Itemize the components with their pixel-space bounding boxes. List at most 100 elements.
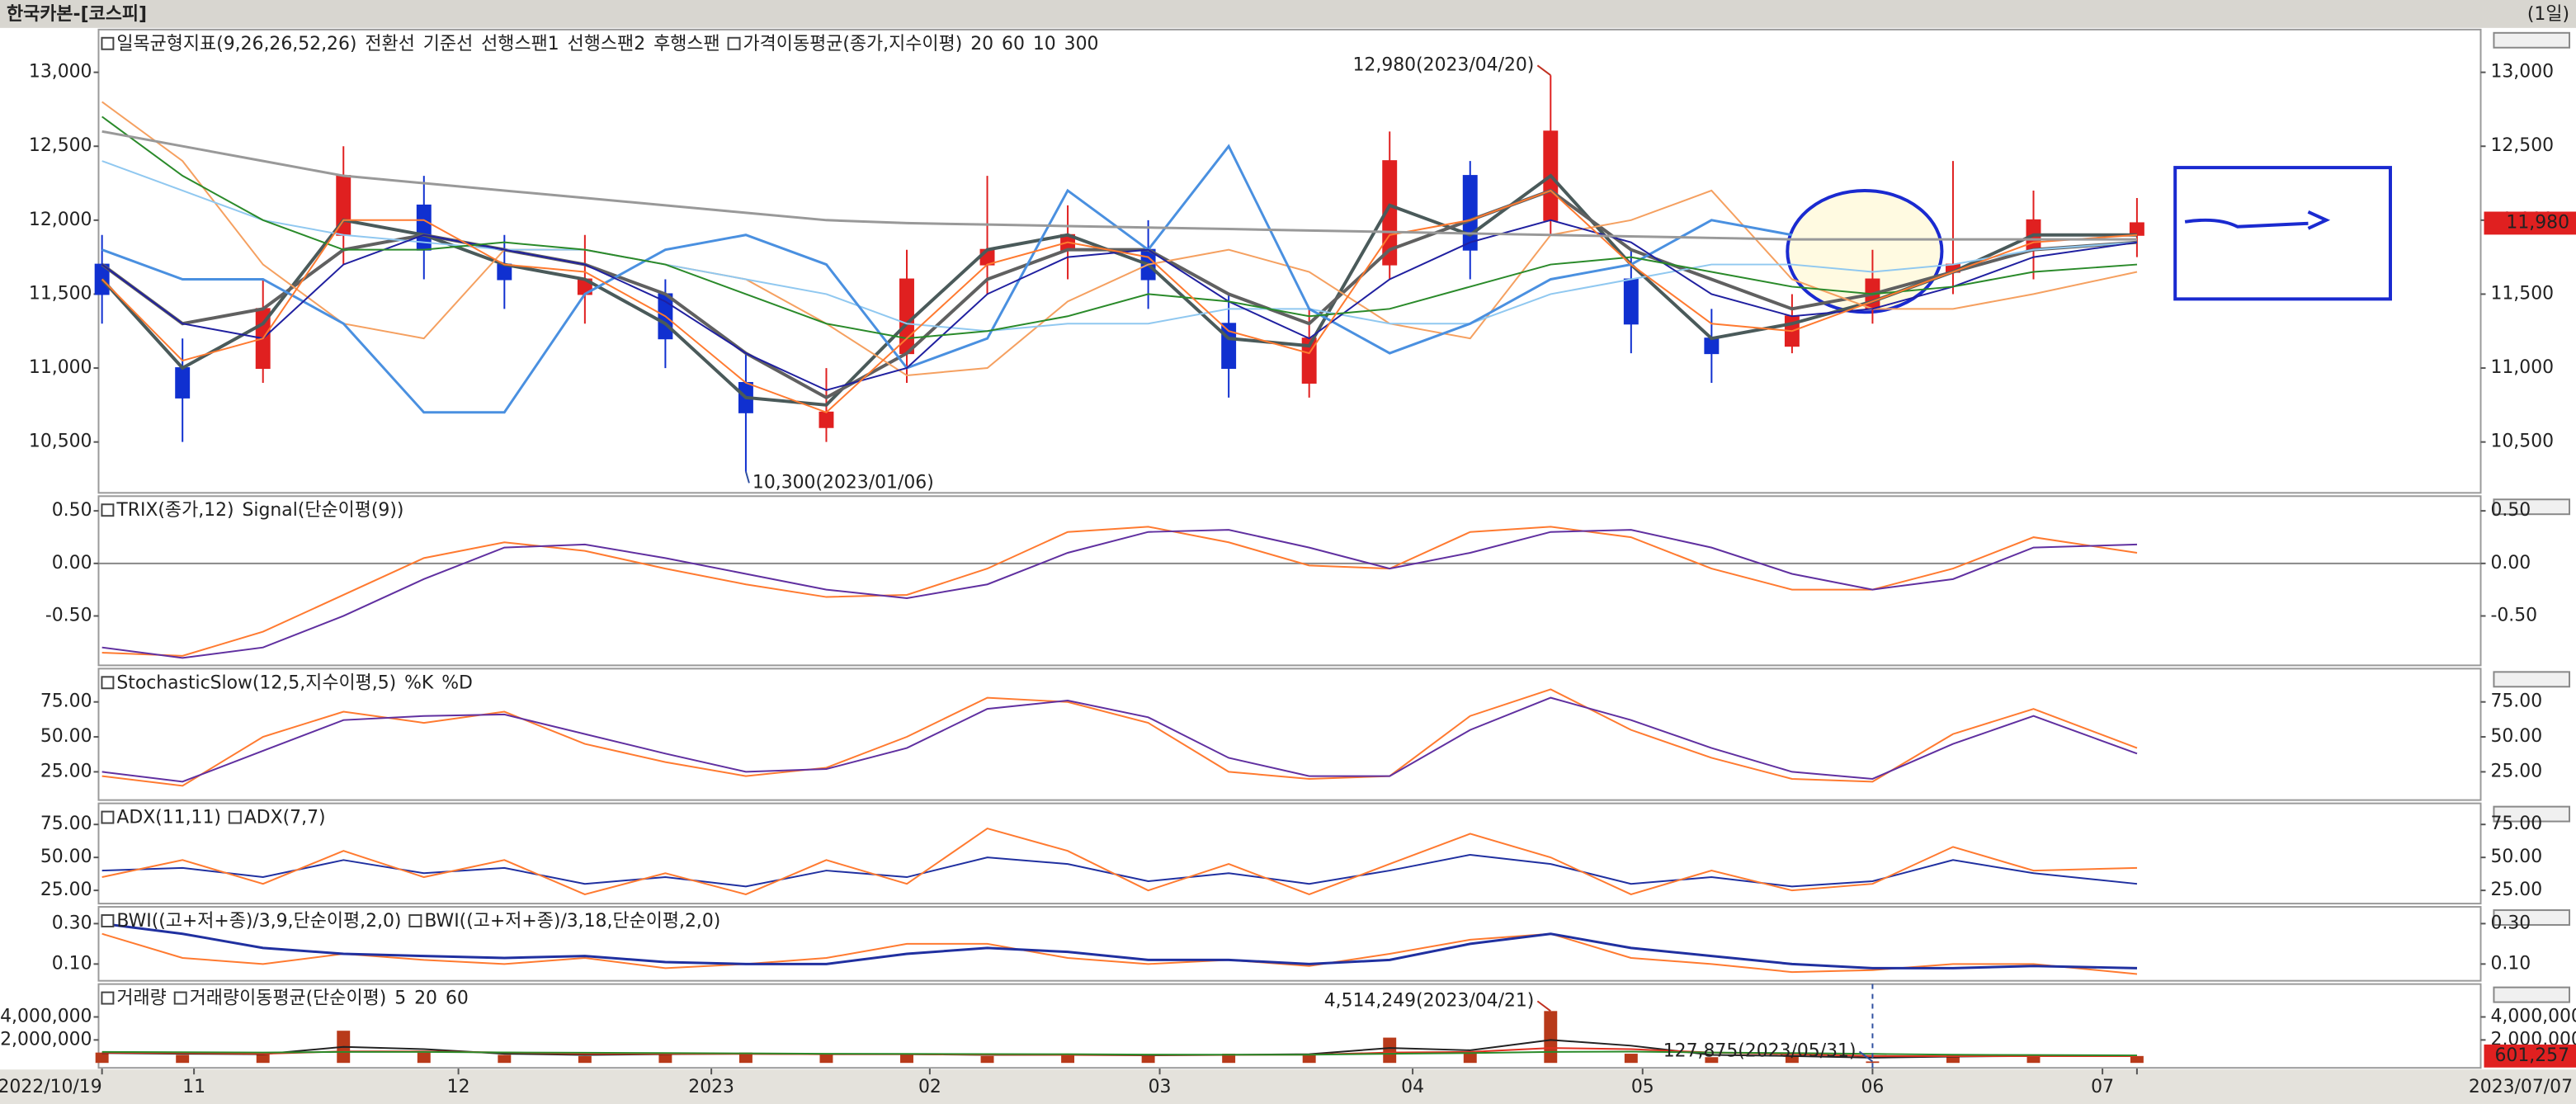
volume-bar — [1463, 1052, 1477, 1064]
legend-label: 선행스팬2 — [568, 34, 646, 54]
legend-label: BWI((고+저+종)/3,18,단순이평,2,0) — [424, 911, 720, 932]
legend-label: 가격이동평균(종가,지수이평) — [743, 34, 963, 54]
legend-label: 60 — [1002, 34, 1025, 54]
volume-bar — [658, 1054, 672, 1064]
annotation: 4,514,249(2023/04/21) — [1324, 990, 1535, 1011]
legend-label: 20 — [970, 34, 993, 54]
annotation-leader — [1858, 1050, 1874, 1063]
x-tick-label: 02 — [918, 1077, 941, 1097]
volume-bar — [1141, 1055, 1155, 1064]
legend-label: Signal(단순이평(9)) — [243, 500, 404, 521]
legend-label: 일목균형지표(9,26,26,52,26) — [116, 34, 356, 54]
volume-bar — [578, 1055, 592, 1064]
series-line — [101, 932, 2138, 975]
volume-bar — [95, 1052, 109, 1064]
volume-bar — [1624, 1054, 1638, 1064]
y-tick-label: 75.00 — [40, 691, 92, 712]
highlight-ellipse — [1786, 188, 1944, 314]
legend-label: StochasticSlow(12,5,지수이평,5) — [116, 672, 396, 693]
panel-frame — [97, 983, 2482, 1069]
legend-label: 전환선 — [365, 34, 414, 54]
volume-bar — [1544, 1011, 1558, 1064]
y-tick-label: 0.00 — [2490, 553, 2531, 573]
candle-body — [819, 411, 834, 428]
period-label: (1일) — [2527, 4, 2569, 25]
legend-icon — [101, 991, 115, 1005]
volume-bar — [1866, 1061, 1880, 1064]
y-tick-label: 2,000,000 — [0, 1029, 92, 1050]
y-tick-label: 12,500 — [29, 135, 92, 156]
x-tick-label: 11 — [182, 1077, 205, 1097]
y-tick-label: 0.00 — [52, 553, 92, 573]
legend-icon — [173, 991, 187, 1005]
volume-bar — [980, 1055, 994, 1064]
y-tick-label: 50.00 — [2490, 726, 2542, 747]
series-line — [101, 922, 2138, 970]
series-line — [101, 160, 2138, 333]
volume-bar — [1946, 1054, 1960, 1064]
chart-title: 한국카본-[코스피] — [7, 4, 147, 25]
y-tick-label: 13,000 — [29, 62, 92, 83]
y-tick-label: 0.10 — [52, 953, 92, 974]
series-line — [101, 696, 2138, 783]
y-tick-label: 13,000 — [2490, 62, 2554, 83]
panel-controls — [2493, 671, 2571, 688]
series-line — [101, 526, 2138, 657]
series-line — [101, 529, 2138, 659]
volume-bar — [1222, 1054, 1236, 1064]
volume-bar — [1705, 1057, 1719, 1064]
volume-bar — [498, 1054, 512, 1064]
x-tick-label: 12 — [447, 1077, 470, 1097]
volume-bar — [2026, 1055, 2041, 1064]
volume-bar — [1383, 1037, 1397, 1064]
current-value-label: 601,257 — [2495, 1045, 2570, 1066]
annotation: 127,875(2023/05/31) — [1663, 1040, 1857, 1061]
y-tick-label: 4,000,000 — [0, 1006, 92, 1026]
volume-bar — [2130, 1055, 2144, 1064]
annotation-leader — [1536, 64, 1551, 77]
panel-controls — [2493, 498, 2571, 516]
legend-icon — [727, 36, 741, 50]
x-tick-label: 2022/10/19 — [0, 1077, 102, 1097]
y-tick-label: 75.00 — [2490, 691, 2542, 712]
candle-body — [1462, 175, 1478, 251]
x-axis-bar — [0, 1069, 2576, 1104]
y-tick-label: 25.00 — [2490, 761, 2542, 781]
panel-frame — [97, 906, 2482, 982]
panel-frame — [97, 802, 2482, 905]
x-tick-label: 06 — [1861, 1077, 1884, 1097]
volume-bar — [900, 1054, 913, 1064]
legend-icon — [101, 36, 115, 50]
x-tick-label: 05 — [1631, 1077, 1654, 1097]
series-line — [101, 828, 2138, 896]
highlight-arrow-head — [2307, 210, 2331, 230]
series-line — [101, 130, 2137, 241]
candle-body — [2129, 222, 2144, 236]
legend-label: 20 — [414, 988, 437, 1009]
panel-controls — [2493, 805, 2571, 823]
current-value-box — [2484, 1044, 2576, 1068]
x-tick-label: 07 — [2091, 1077, 2114, 1097]
legend-icon — [408, 914, 422, 927]
x-tick-label: 2023 — [688, 1077, 734, 1097]
y-tick-label: 50.00 — [40, 726, 92, 747]
title-bar — [0, 0, 2576, 28]
legend-icon — [228, 810, 242, 824]
x-tick-label: 2023/07/07 — [2469, 1077, 2573, 1097]
series-line — [101, 116, 2138, 340]
legend-label: 60 — [446, 988, 469, 1009]
panel-frame — [97, 28, 2482, 494]
y-tick-label: -0.50 — [2490, 606, 2537, 626]
volume-bar — [417, 1052, 431, 1064]
legend-label: %K — [404, 672, 434, 693]
legend-label: TRIX(종가,12) — [116, 500, 234, 521]
y-tick-label: 11,500 — [29, 283, 92, 304]
volume-bar — [1061, 1054, 1075, 1064]
legend-label: 300 — [1064, 34, 1099, 54]
legend-icon — [101, 810, 115, 824]
y-tick-label: 11,000 — [29, 357, 92, 378]
annotation: 12,980(2023/04/20) — [1353, 54, 1535, 75]
